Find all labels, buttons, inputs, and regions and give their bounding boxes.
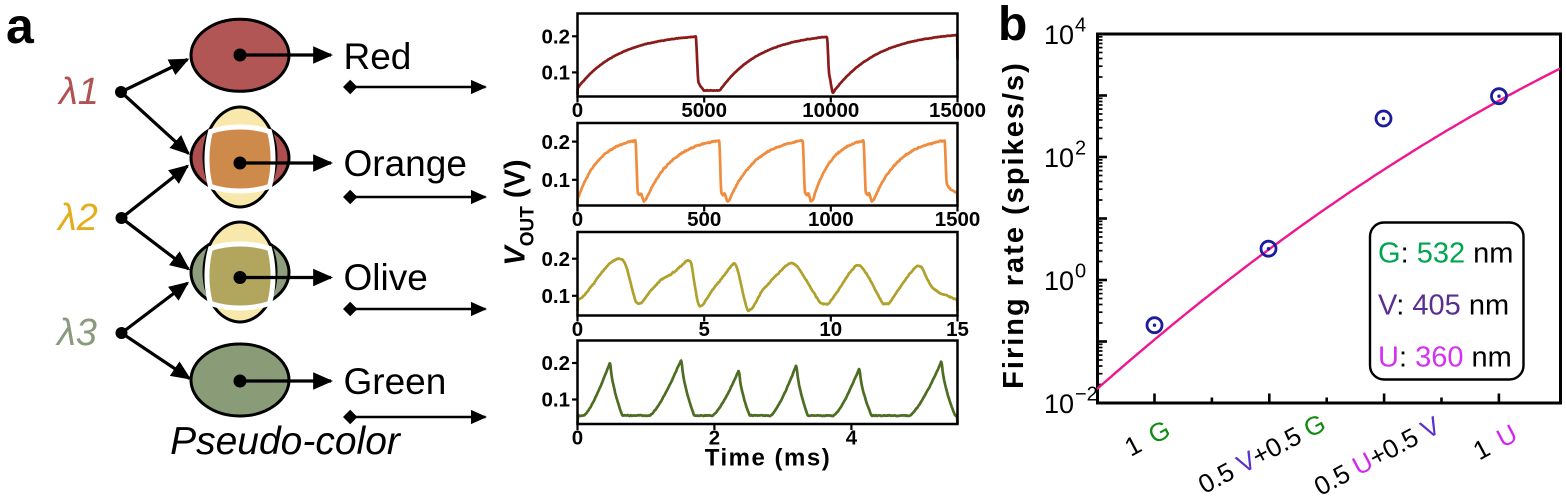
- svg-text:5000: 5000: [681, 99, 727, 122]
- svg-text:5: 5: [698, 318, 709, 341]
- svg-text:b: b: [998, 0, 1027, 51]
- svg-text:0.2: 0.2: [542, 131, 571, 154]
- svg-text:15: 15: [946, 318, 969, 341]
- svg-text:0: 0: [1075, 261, 1086, 283]
- svg-text:1000: 1000: [808, 208, 854, 231]
- svg-text:0: 0: [572, 99, 583, 122]
- svg-text:2: 2: [709, 426, 720, 449]
- svg-text:4: 4: [1075, 15, 1086, 37]
- svg-text:1 U: 1 U: [1468, 418, 1522, 466]
- svg-text:Pseudo-color: Pseudo-color: [170, 420, 402, 463]
- svg-text:U: 360 nm: U: 360 nm: [1378, 342, 1512, 374]
- svg-text:Firing rate (spikes/s): Firing rate (spikes/s): [998, 61, 1030, 389]
- svg-text:λ2: λ2: [56, 197, 98, 239]
- svg-text:10: 10: [819, 318, 842, 341]
- svg-text:λ1: λ1: [57, 71, 99, 113]
- svg-text:0: 0: [572, 318, 583, 341]
- svg-text:0: 0: [572, 208, 583, 231]
- svg-text:500: 500: [687, 208, 721, 231]
- svg-text:0: 0: [572, 426, 583, 449]
- svg-text:0.1: 0.1: [542, 169, 571, 192]
- svg-text:a: a: [6, 0, 35, 54]
- svg-text:Orange: Orange: [344, 143, 467, 184]
- svg-text:15000: 15000: [929, 99, 986, 122]
- svg-text:10: 10: [1044, 266, 1074, 296]
- svg-text:0.2: 0.2: [542, 26, 571, 49]
- svg-text:0.2: 0.2: [542, 248, 571, 271]
- svg-text:0.2: 0.2: [542, 352, 571, 375]
- svg-text:10000: 10000: [802, 99, 859, 122]
- svg-text:Time (ms): Time (ms): [705, 445, 831, 472]
- svg-text:10: 10: [1044, 20, 1074, 50]
- svg-text:λ3: λ3: [55, 312, 97, 354]
- svg-text:0.1: 0.1: [542, 285, 571, 308]
- svg-text:Olive: Olive: [344, 257, 428, 298]
- svg-text:VOUT (V): VOUT (V): [500, 159, 539, 265]
- svg-text:4: 4: [846, 426, 858, 449]
- svg-text:G: 532 nm: G: 532 nm: [1378, 238, 1513, 270]
- svg-text:0.5 U+0.5 V: 0.5 U+0.5 V: [1309, 410, 1446, 498]
- svg-text:2: 2: [1075, 138, 1086, 160]
- svg-text:V: 405 nm: V: 405 nm: [1378, 290, 1509, 322]
- svg-text:1 G: 1 G: [1120, 414, 1176, 463]
- svg-text:10: 10: [1044, 143, 1074, 173]
- svg-text:0.1: 0.1: [542, 389, 571, 412]
- svg-text:−2: −2: [1075, 384, 1098, 406]
- svg-text:Red: Red: [344, 36, 412, 77]
- svg-text:Green: Green: [344, 361, 447, 402]
- svg-text:1500: 1500: [935, 208, 981, 231]
- svg-text:0.1: 0.1: [542, 62, 571, 85]
- svg-text:10: 10: [1044, 389, 1074, 419]
- svg-text:0.5 V+0.5 G: 0.5 V+0.5 G: [1193, 408, 1330, 498]
